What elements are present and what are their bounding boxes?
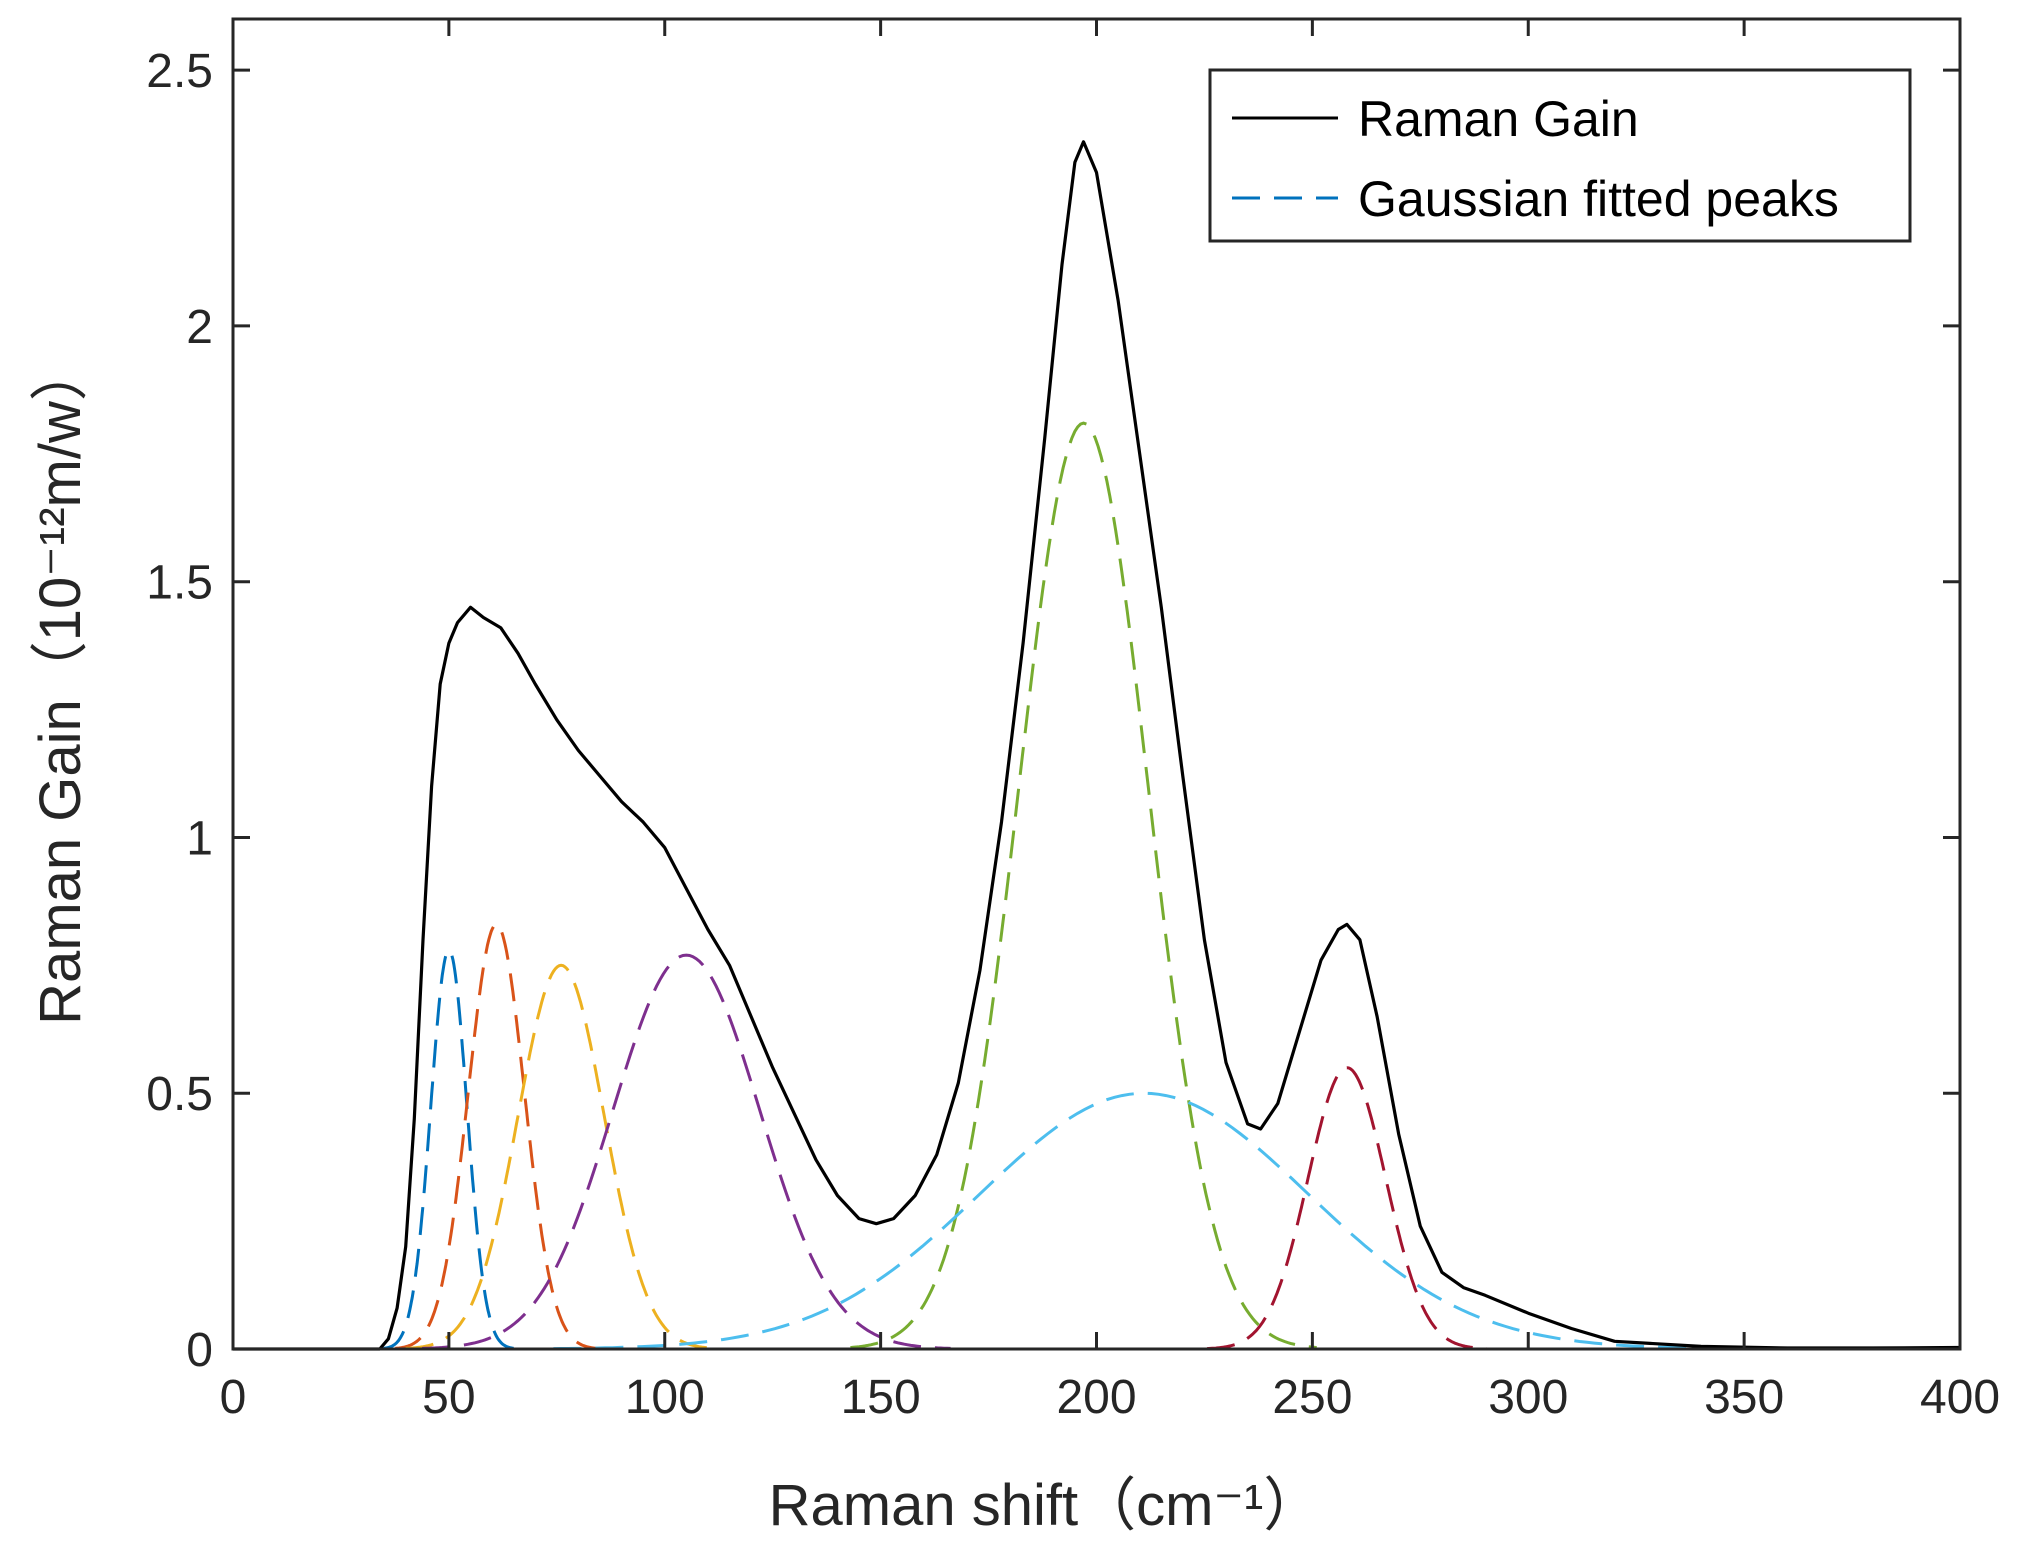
- y-tick-label: 0: [186, 1324, 213, 1377]
- gaussian-peak-2: [395, 922, 598, 1350]
- y-axis-label: Raman Gain（10⁻¹²m/w）: [28, 343, 93, 1025]
- x-tick-label: 150: [841, 1371, 921, 1424]
- x-tick-label: 350: [1704, 1371, 1784, 1424]
- legend-box: [1208, 68, 1912, 243]
- legend: Raman Gain Gaussian fitted peaks: [1208, 68, 1912, 243]
- raman-gain-line: [233, 140, 1961, 1351]
- gaussian-peak-4: [422, 953, 951, 1350]
- y-tick-labels: 0 0.5 1 1.5 2 2.5: [146, 45, 213, 1377]
- gaussian-peak-3: [405, 963, 717, 1350]
- y-tick-label: 1.5: [146, 557, 213, 610]
- x-tick-label: 250: [1272, 1371, 1352, 1424]
- gaussian-peak-1: [383, 948, 515, 1350]
- x-tick-label: 50: [422, 1371, 475, 1424]
- y-tick-label: 2.5: [146, 45, 213, 98]
- gaussian-peak-7: [1206, 1066, 1487, 1351]
- x-tick-label: 0: [220, 1371, 247, 1424]
- gaussian-peak-6: [553, 1091, 1735, 1351]
- legend-entry-raman-gain: Raman Gain: [1358, 91, 1639, 147]
- legend-entry-gaussian-fitted-peaks: Gaussian fitted peaks: [1358, 171, 1839, 227]
- y-tick-label: 1: [186, 812, 213, 865]
- y-tick-label: 2: [186, 301, 213, 354]
- x-tick-labels: 0 50 100 150 200 250 300 350 400: [220, 1371, 2000, 1424]
- x-tick-label: 200: [1056, 1371, 1136, 1424]
- plot-curves: [233, 140, 1961, 1351]
- y-tick-label: 0.5: [146, 1068, 213, 1121]
- x-tick-label: 100: [625, 1371, 705, 1424]
- axis-ticks: [231, 19, 1962, 1351]
- x-axis-label: Raman shift（cm⁻¹）: [769, 1473, 1322, 1538]
- x-tick-label: 300: [1488, 1371, 1568, 1424]
- gaussian-peak-5: [850, 421, 1317, 1350]
- x-tick-label: 400: [1920, 1371, 2000, 1424]
